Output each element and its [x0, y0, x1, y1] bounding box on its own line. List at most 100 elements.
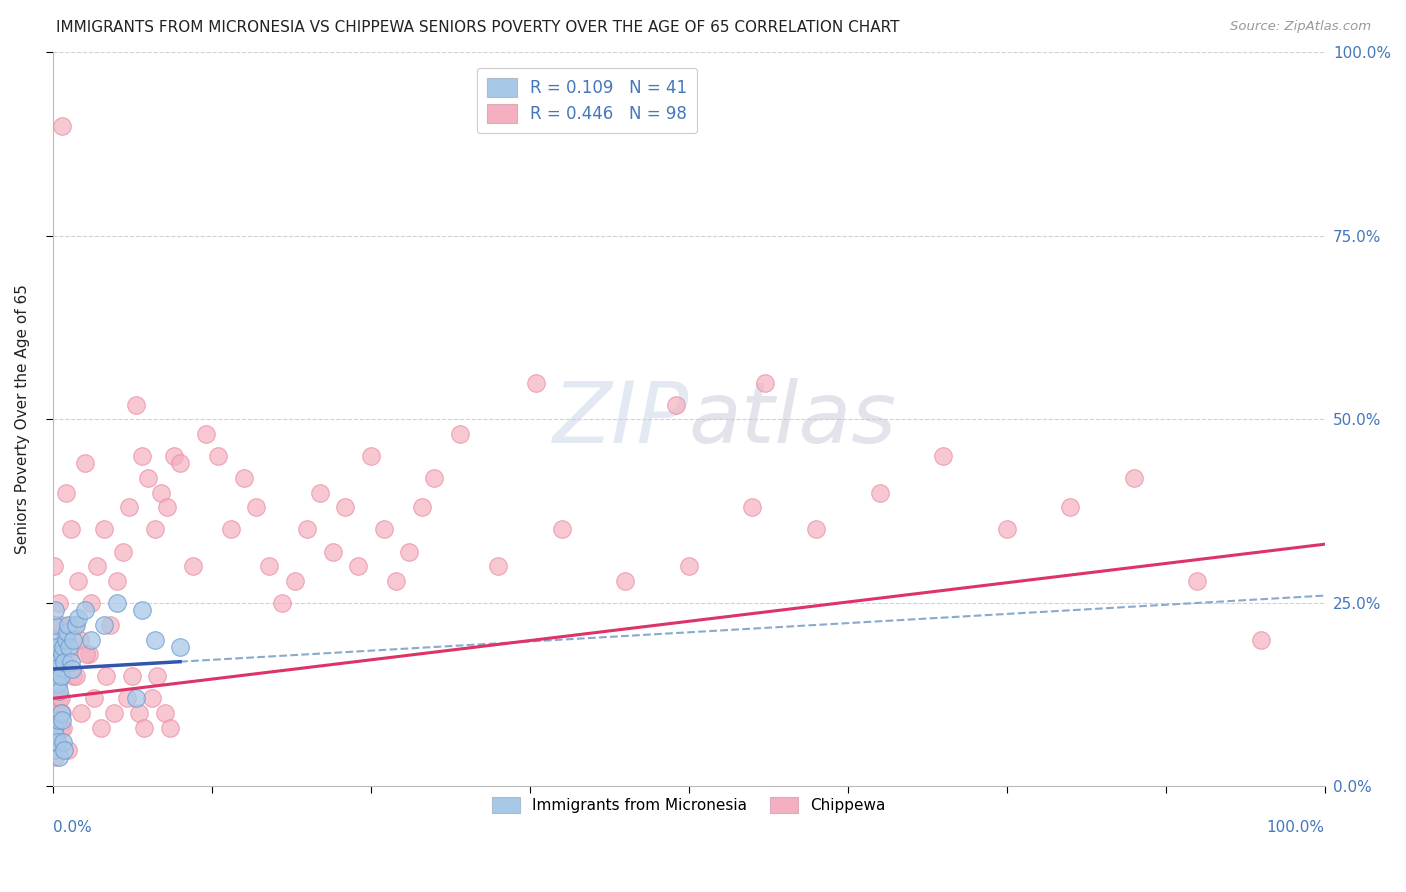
Point: [53, 743, 76, 757]
Point: [169, 640, 191, 654]
Point: [75, 648, 97, 662]
Point: [181, 559, 204, 574]
Point: [49, 691, 72, 706]
Point: [60, 662, 83, 676]
Point: [46, 735, 69, 749]
Point: [67, 574, 90, 588]
Point: [335, 500, 357, 515]
Point: [51, 706, 73, 720]
Point: [524, 376, 547, 390]
Point: [52, 640, 75, 654]
Point: [44, 559, 66, 574]
Point: [56, 618, 79, 632]
Point: [449, 427, 471, 442]
Point: [207, 449, 229, 463]
Point: [347, 559, 370, 574]
Point: [115, 691, 138, 706]
Point: [44, 618, 66, 632]
Point: [93, 618, 115, 632]
Point: [150, 485, 173, 500]
Point: [1122, 471, 1144, 485]
Point: [1187, 574, 1209, 588]
Point: [111, 544, 134, 558]
Point: [45, 735, 67, 749]
Point: [486, 559, 509, 574]
Point: [309, 485, 332, 500]
Point: [614, 574, 637, 588]
Point: [153, 706, 176, 720]
Point: [55, 632, 77, 647]
Point: [48, 596, 70, 610]
Point: [73, 603, 96, 617]
Point: [44, 728, 66, 742]
Text: 100.0%: 100.0%: [1267, 820, 1324, 835]
Point: [59, 655, 82, 669]
Text: ZIP: ZIP: [553, 378, 689, 461]
Point: [44, 662, 66, 676]
Text: IMMIGRANTS FROM MICRONESIA VS CHIPPEWA SENIORS POVERTY OVER THE AGE OF 65 CORREL: IMMIGRANTS FROM MICRONESIA VS CHIPPEWA S…: [56, 20, 900, 35]
Point: [80, 596, 103, 610]
Point: [373, 523, 395, 537]
Point: [322, 544, 344, 558]
Point: [93, 523, 115, 537]
Point: [44, 632, 66, 647]
Point: [46, 655, 69, 669]
Point: [869, 485, 891, 500]
Point: [118, 500, 141, 515]
Point: [169, 457, 191, 471]
Legend: Immigrants from Micronesia, Chippewa: Immigrants from Micronesia, Chippewa: [486, 791, 891, 819]
Point: [48, 750, 70, 764]
Point: [83, 691, 105, 706]
Point: [128, 706, 150, 720]
Point: [297, 523, 319, 537]
Point: [65, 669, 87, 683]
Point: [86, 559, 108, 574]
Text: atlas: atlas: [689, 378, 897, 461]
Point: [665, 398, 688, 412]
Point: [385, 574, 408, 588]
Point: [80, 632, 103, 647]
Point: [741, 500, 763, 515]
Point: [163, 449, 186, 463]
Point: [49, 706, 72, 720]
Point: [156, 500, 179, 515]
Point: [423, 471, 446, 485]
Point: [45, 655, 67, 669]
Point: [103, 706, 125, 720]
Point: [143, 523, 166, 537]
Point: [257, 559, 280, 574]
Point: [44, 655, 66, 669]
Point: [59, 523, 82, 537]
Point: [69, 632, 91, 647]
Point: [1250, 632, 1272, 647]
Point: [55, 485, 77, 500]
Point: [678, 559, 700, 574]
Point: [121, 669, 143, 683]
Point: [124, 691, 146, 706]
Point: [48, 691, 70, 706]
Text: 0.0%: 0.0%: [53, 820, 91, 835]
Point: [56, 625, 79, 640]
Point: [52, 735, 75, 749]
Point: [754, 376, 776, 390]
Point: [51, 119, 73, 133]
Point: [232, 471, 254, 485]
Point: [46, 714, 69, 728]
Point: [53, 632, 76, 647]
Text: Source: ZipAtlas.com: Source: ZipAtlas.com: [1230, 20, 1371, 33]
Point: [49, 721, 72, 735]
Point: [124, 398, 146, 412]
Point: [44, 743, 66, 757]
Point: [98, 618, 121, 632]
Point: [45, 640, 67, 654]
Point: [51, 648, 73, 662]
Point: [90, 721, 112, 735]
Point: [45, 648, 67, 662]
Point: [49, 669, 72, 683]
Point: [159, 721, 181, 735]
Point: [62, 669, 84, 683]
Point: [932, 449, 955, 463]
Point: [219, 523, 242, 537]
Point: [60, 618, 83, 632]
Point: [45, 669, 67, 683]
